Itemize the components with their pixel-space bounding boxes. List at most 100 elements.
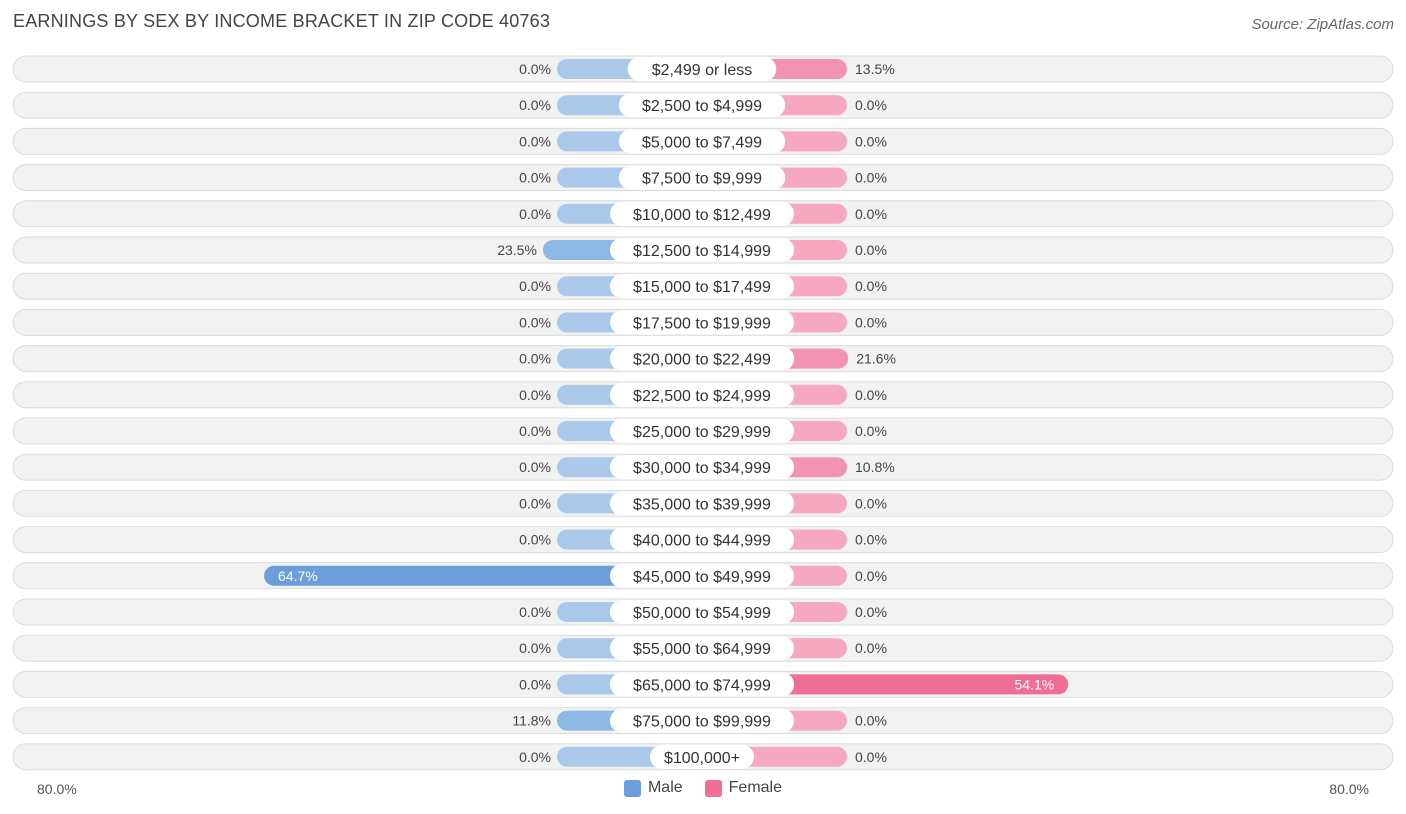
- chart-row: 64.7% 0.0% $45,000 to $49,999: [12, 562, 1394, 590]
- female-bar: [702, 674, 1069, 695]
- source-label: Source: ZipAtlas.com: [1251, 16, 1394, 33]
- chart-row: 0.0% 0.0% $35,000 to $39,999: [12, 489, 1394, 517]
- category-label: $7,500 to $9,999: [642, 171, 762, 188]
- legend-item-male[interactable]: Male: [623, 779, 683, 797]
- category-pill: [609, 708, 795, 733]
- male-value-label: 0.0%: [519, 459, 551, 475]
- female-value-label: 0.0%: [855, 749, 887, 765]
- chart-row: 0.0% 0.0% $25,000 to $29,999: [12, 417, 1394, 445]
- chart-row: 0.0% 21.6% $20,000 to $22,499: [12, 345, 1394, 373]
- category-label: $45,000 to $49,999: [633, 569, 771, 586]
- chart-row: 23.5% 0.0% $12,500 to $14,999: [12, 236, 1394, 264]
- male-bar: [264, 565, 702, 586]
- category-pill: [609, 455, 795, 480]
- category-pill: [609, 563, 795, 588]
- category-pill: [618, 129, 786, 154]
- male-value-label: 0.0%: [519, 61, 551, 77]
- chart-row: 0.0% 0.0% $15,000 to $17,499: [12, 272, 1394, 300]
- category-label: $75,000 to $99,999: [633, 714, 771, 731]
- female-value-label: 0.0%: [855, 532, 887, 548]
- chart-row: 0.0% 0.0% $7,500 to $9,999: [12, 164, 1394, 192]
- category-label: $55,000 to $64,999: [633, 641, 771, 658]
- axis-left-label: 80.0%: [37, 781, 77, 797]
- female-value-label: 54.1%: [1014, 676, 1054, 692]
- category-pill: [609, 201, 795, 226]
- category-label: $22,500 to $24,999: [633, 388, 771, 405]
- female-value-label: 21.6%: [856, 351, 896, 367]
- female-value-label: 0.0%: [855, 170, 887, 186]
- category-label: $50,000 to $54,999: [633, 605, 771, 622]
- chart-row: 0.0% 54.1% $65,000 to $74,999: [12, 670, 1394, 698]
- legend-female-swatch: [704, 779, 722, 797]
- chart-row: 0.0% 0.0% $17,500 to $19,999: [12, 308, 1394, 336]
- female-value-label: 0.0%: [855, 495, 887, 511]
- male-value-label: 0.0%: [519, 97, 551, 113]
- category-pill: [609, 600, 795, 624]
- category-pill: [609, 238, 795, 262]
- chart-row: 0.0% 0.0% $10,000 to $12,499: [12, 200, 1394, 228]
- category-label: $40,000 to $44,999: [633, 533, 771, 550]
- category-label: $100,000+: [664, 750, 740, 767]
- male-value-label: 0.0%: [519, 640, 551, 656]
- chart-row: 0.0% 0.0% $22,500 to $24,999: [12, 381, 1394, 409]
- category-pill: [609, 672, 795, 697]
- category-label: $12,500 to $14,999: [633, 243, 771, 260]
- female-value-label: 0.0%: [855, 242, 887, 258]
- female-value-label: 13.5%: [855, 61, 895, 77]
- chart-row: 0.0% 0.0% $100,000+: [12, 743, 1394, 771]
- female-value-label: 0.0%: [855, 423, 887, 439]
- female-value-label: 0.0%: [855, 314, 887, 330]
- male-value-label: 0.0%: [519, 749, 551, 765]
- female-value-label: 10.8%: [855, 459, 895, 475]
- chart-row: 0.0% 10.8% $30,000 to $34,999: [12, 453, 1394, 481]
- male-value-label: 0.0%: [519, 170, 551, 186]
- category-pill: [609, 310, 795, 335]
- chart-row: 0.0% 13.5% $2,499 or less: [12, 55, 1394, 83]
- category-label: $15,000 to $17,499: [633, 279, 771, 296]
- male-value-label: 0.0%: [519, 676, 551, 692]
- category-label: $30,000 to $34,999: [633, 460, 771, 477]
- female-value-label: 0.0%: [855, 568, 887, 584]
- bar-chart: 0.0% 13.5% $2,499 or less 0.0% 0.0% $2,500 to…: [12, 55, 1394, 771]
- legend-male-label: Male: [647, 779, 683, 796]
- category-label: $2,499 or less: [652, 62, 753, 79]
- male-value-label: 23.5%: [497, 242, 537, 258]
- legend: Male Female: [0, 779, 1406, 797]
- chart-row: 11.8% 0.0% $75,000 to $99,999: [12, 707, 1394, 735]
- male-value-label: 0.0%: [519, 314, 551, 330]
- category-label: $65,000 to $74,999: [633, 677, 771, 694]
- category-pill: [609, 636, 795, 661]
- female-value-label: 0.0%: [855, 387, 887, 403]
- category-label: $25,000 to $29,999: [633, 424, 771, 441]
- category-pill: [609, 491, 795, 516]
- female-value-label: 0.0%: [855, 278, 887, 294]
- female-value-label: 0.0%: [855, 206, 887, 222]
- male-value-label: 0.0%: [519, 278, 551, 294]
- category-label: $10,000 to $12,499: [633, 207, 771, 224]
- male-value-label: 11.8%: [512, 713, 551, 729]
- chart-row: 0.0% 0.0% $55,000 to $64,999: [12, 634, 1394, 662]
- legend-male-swatch: [623, 779, 641, 797]
- category-label: $2,500 to $4,999: [642, 98, 762, 115]
- category-pill: [609, 419, 795, 443]
- category-label: $20,000 to $22,499: [633, 352, 771, 369]
- category-label: $17,500 to $19,999: [633, 315, 771, 332]
- male-value-label: 64.7%: [278, 568, 318, 584]
- male-value-label: 0.0%: [519, 423, 551, 439]
- female-value-label: 0.0%: [855, 604, 887, 620]
- category-pill: [609, 382, 795, 407]
- category-pill: [618, 93, 786, 118]
- category-label: $35,000 to $39,999: [633, 496, 771, 513]
- male-value-label: 0.0%: [519, 387, 551, 403]
- legend-female-label: Female: [728, 779, 783, 796]
- legend-item-female[interactable]: Female: [704, 779, 783, 797]
- category-pill: [618, 165, 786, 190]
- category-pill: [609, 346, 795, 371]
- female-value-label: 0.0%: [855, 133, 887, 149]
- category-pill: [627, 57, 777, 81]
- category-pill: [609, 527, 795, 552]
- male-value-label: 0.0%: [519, 495, 551, 511]
- female-value-label: 0.0%: [855, 97, 887, 113]
- female-value-label: 0.0%: [855, 713, 887, 729]
- category-pill: [609, 274, 795, 299]
